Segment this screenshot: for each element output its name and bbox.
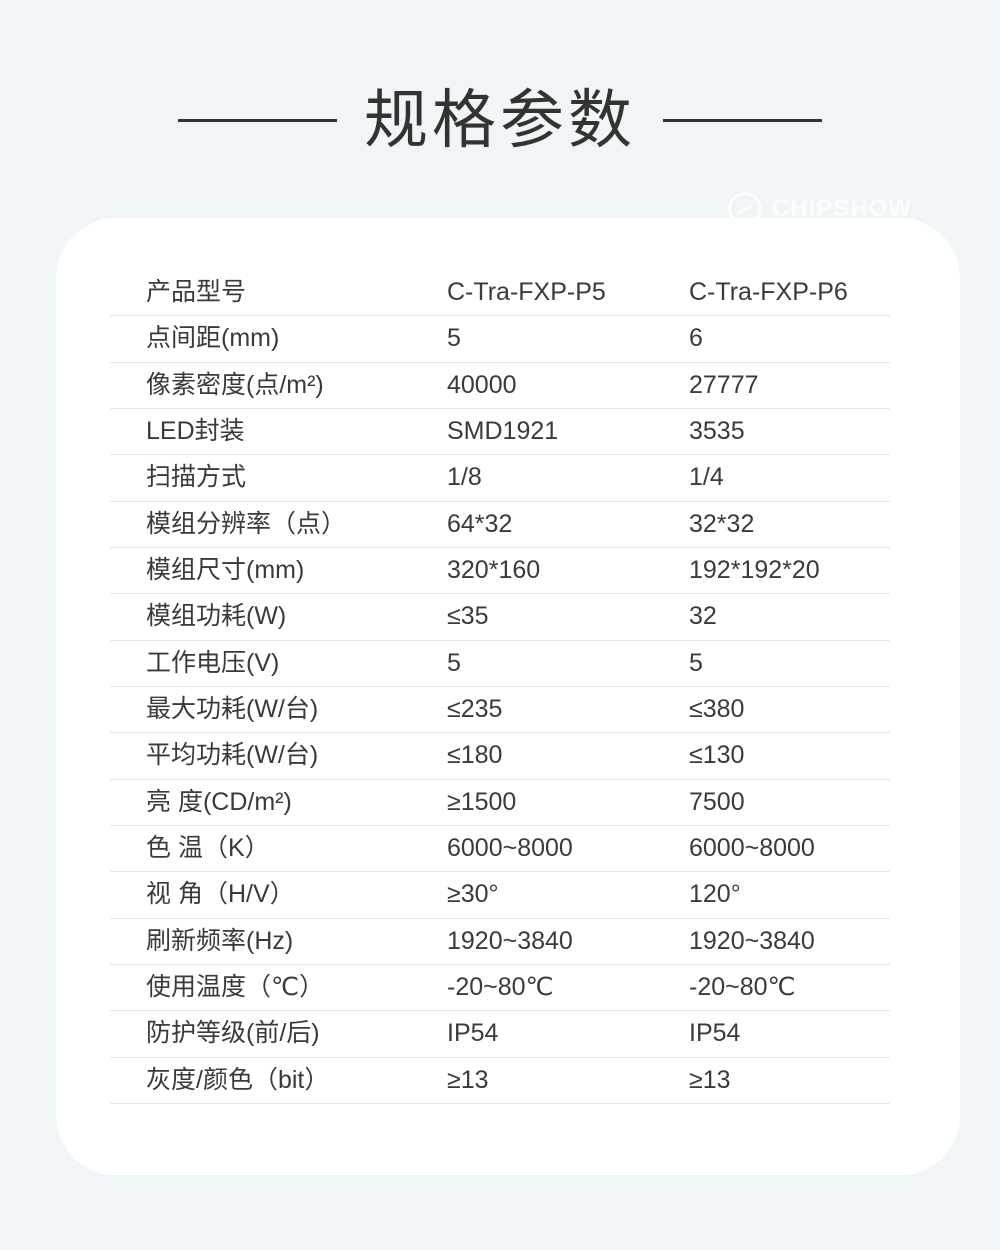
row-value-p5: 5 (447, 324, 461, 353)
row-value-p6: ≥13 (689, 1065, 731, 1094)
row-value-p6: -20~80℃ (689, 973, 796, 1002)
table-row: 产品型号 C-Tra-FXP-P5 C-Tra-FXP-P6 (110, 270, 890, 317)
row-value-p6: ≤380 (689, 695, 745, 724)
row-value-p6: 3535 (689, 417, 745, 446)
table-row: 使用温度（℃） -20~80℃ -20~80℃ (110, 965, 890, 1012)
row-value-p6: ≤130 (689, 741, 745, 770)
row-value-p5: 64*32 (447, 509, 513, 538)
row-value-p6: 27777 (689, 370, 759, 399)
row-label: 亮 度(CD/m²) (146, 787, 292, 816)
row-value-p6: 6 (689, 324, 703, 353)
title-section: 规格参数 (0, 84, 1000, 158)
table-row: 亮 度(CD/m²) ≥1500 7500 (110, 780, 890, 826)
table-row: 刷新频率(Hz) 1920~3840 1920~3840 (110, 919, 890, 965)
row-label: 最大功耗(W/台) (146, 695, 319, 724)
row-value-p5: ≤235 (447, 695, 503, 724)
page-title: 规格参数 (364, 84, 636, 156)
row-label: 灰度/颜色（bit） (146, 1065, 330, 1094)
row-value-p5: ≤180 (447, 741, 503, 770)
spec-card: 产品型号 C-Tra-FXP-P5 C-Tra-FXP-P6 点间距(mm) 5… (56, 218, 960, 1175)
row-label: 模组分辨率（点） (146, 509, 347, 538)
table-row: 像素密度(点/m²) 40000 27777 (110, 363, 890, 409)
table-row: 工作电压(V) 5 5 (110, 641, 890, 687)
row-label: 产品型号 (146, 278, 247, 307)
row-label: 使用温度（℃） (146, 973, 325, 1002)
row-label: 像素密度(点/m²) (146, 370, 324, 399)
row-value-p5: IP54 (447, 1019, 499, 1048)
row-value-p5: 40000 (447, 370, 517, 399)
row-label: 刷新频率(Hz) (146, 926, 294, 955)
table-row: 点间距(mm) 5 6 (110, 316, 890, 363)
row-value-p5: -20~80℃ (447, 973, 554, 1002)
row-value-p5: 5 (447, 648, 461, 677)
row-label: LED封装 (146, 417, 245, 446)
table-row: 模组功耗(W) ≤35 32 (110, 594, 890, 641)
row-label: 扫描方式 (146, 463, 247, 492)
row-value-p5: ≥1500 (447, 787, 517, 816)
row-label: 视 角（H/V） (146, 880, 295, 909)
row-value-p5: ≥30° (447, 880, 499, 909)
row-value-p6: 6000~8000 (689, 834, 815, 863)
row-value-p6: 5 (689, 648, 703, 677)
row-value-p5: ≤35 (447, 602, 489, 631)
row-value-p5: SMD1921 (447, 417, 559, 446)
table-row: 扫描方式 1/8 1/4 (110, 455, 890, 502)
table-row: 色 温（K） 6000~8000 6000~8000 (110, 826, 890, 873)
row-value-p5: 320*160 (447, 556, 541, 585)
row-value-p6: 1920~3840 (689, 926, 815, 955)
table-row: 视 角（H/V） ≥30° 120° (110, 872, 890, 919)
table-row: 最大功耗(W/台) ≤235 ≤380 (110, 687, 890, 734)
table-row: 灰度/颜色（bit） ≥13 ≥13 (110, 1058, 890, 1104)
table-row: 模组尺寸(mm) 320*160 192*192*20 (110, 548, 890, 595)
row-value-p5: 1/8 (447, 463, 482, 492)
row-label: 模组功耗(W) (146, 602, 287, 631)
row-value-p5: ≥13 (447, 1065, 489, 1094)
row-value-p5: 6000~8000 (447, 834, 573, 863)
row-value-p6: C-Tra-FXP-P6 (689, 278, 848, 307)
spec-table: 产品型号 C-Tra-FXP-P5 C-Tra-FXP-P6 点间距(mm) 5… (110, 270, 890, 1104)
row-label: 平均功耗(W/台) (146, 741, 319, 770)
row-label: 色 温（K） (146, 834, 270, 863)
row-label: 工作电压(V) (146, 648, 280, 677)
table-row: 防护等级(前/后) IP54 IP54 (110, 1011, 890, 1058)
table-row: LED封装 SMD1921 3535 (110, 409, 890, 456)
row-value-p6: 1/4 (689, 463, 724, 492)
row-value-p6: 7500 (689, 787, 745, 816)
row-label: 模组尺寸(mm) (146, 556, 305, 585)
title-divider-left (178, 119, 337, 123)
table-row: 平均功耗(W/台) ≤180 ≤130 (110, 733, 890, 780)
row-value-p6: 32 (689, 602, 717, 631)
table-row: 模组分辨率（点） 64*32 32*32 (110, 502, 890, 548)
row-value-p6: 120° (689, 880, 741, 909)
row-label: 防护等级(前/后) (146, 1019, 320, 1048)
row-value-p6: IP54 (689, 1019, 741, 1048)
title-divider-right (663, 119, 822, 123)
row-value-p6: 32*32 (689, 509, 755, 538)
row-value-p6: 192*192*20 (689, 556, 820, 585)
row-value-p5: 1920~3840 (447, 926, 573, 955)
row-label: 点间距(mm) (146, 324, 280, 353)
row-value-p5: C-Tra-FXP-P5 (447, 278, 606, 307)
